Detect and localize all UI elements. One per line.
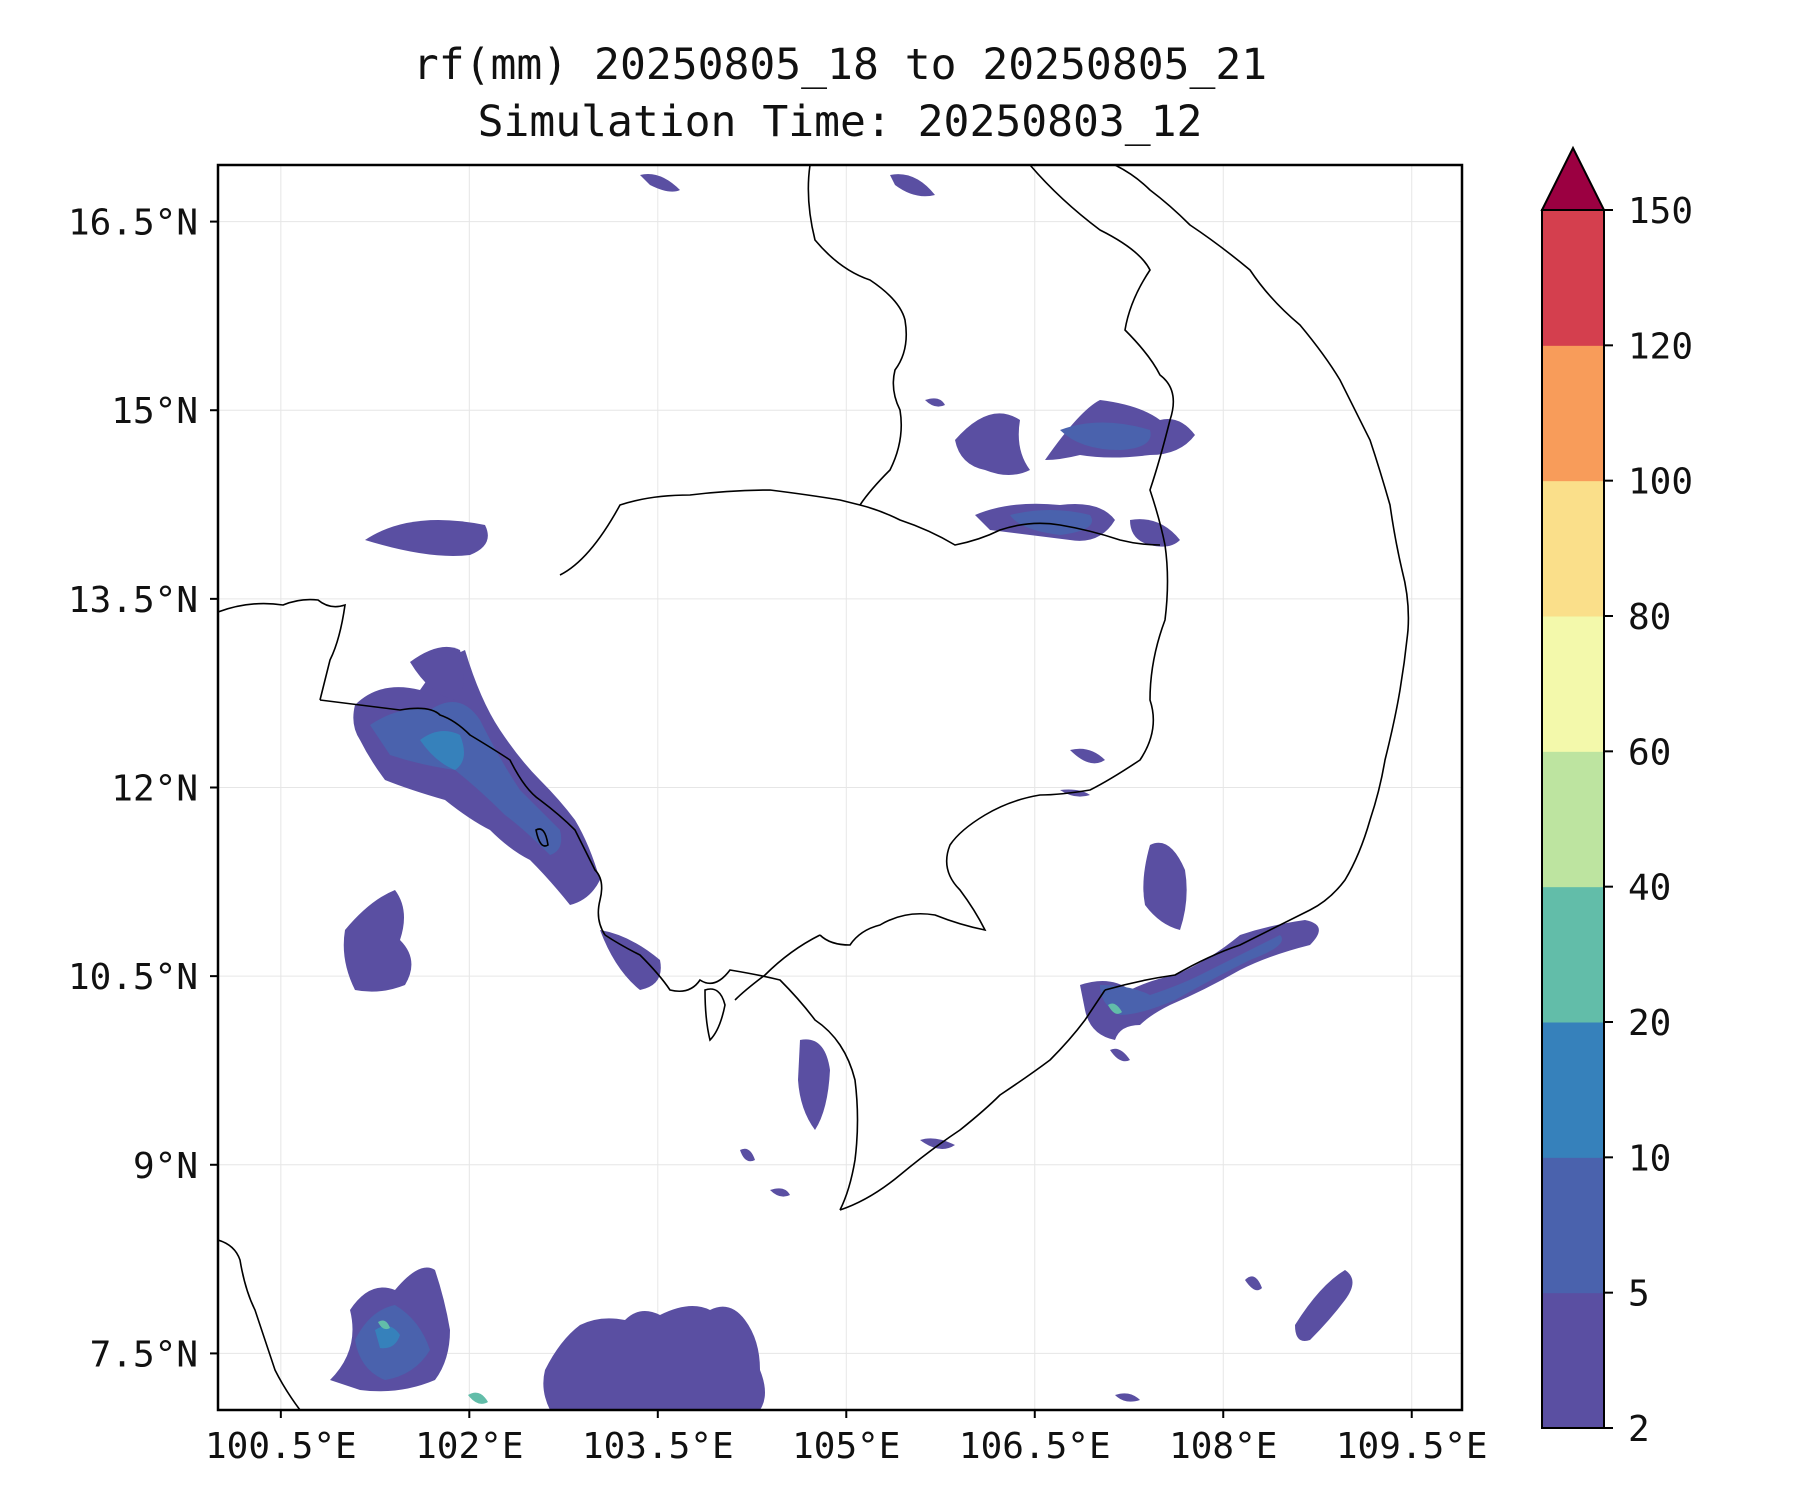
colorbar-extend-arrow (1540, 145, 1606, 211)
rain-region (600, 930, 661, 990)
coastlines-and-borders (218, 165, 1410, 1410)
title-line-2: Simulation Time: 20250803_12 (477, 97, 1203, 147)
colorbar-tick-label: 40 (1628, 868, 1671, 909)
coast-malay-peninsula (218, 1239, 301, 1410)
x-tick-label: 106.5°E (959, 1426, 1111, 1467)
coastline-mekong-delta (839, 989, 1106, 1211)
y-tick-label: 10.5°N (68, 957, 198, 998)
y-tick-label: 12°N (111, 769, 198, 810)
rain-region (420, 731, 464, 770)
y-tick-label: 15°N (111, 391, 198, 432)
coastline-east (1104, 165, 1410, 991)
x-tick-label: 109.5°E (1336, 1426, 1488, 1467)
rain-region (1295, 1270, 1353, 1341)
rain-region (1130, 519, 1180, 547)
colorbar-tick-label: 80 (1628, 597, 1671, 638)
rain-region (1108, 1003, 1122, 1014)
rain-region (740, 1148, 755, 1162)
x-tick-label: 102°E (415, 1426, 523, 1467)
rain-region (370, 702, 562, 855)
colorbar-segment (1542, 1292, 1604, 1429)
rain-region (410, 646, 464, 700)
x-tick-label: 103.5°E (582, 1426, 734, 1467)
rain-region (925, 398, 945, 407)
rain-region (1060, 422, 1151, 450)
y-tick-label: 13.5°N (68, 580, 198, 621)
colorbar-tick-label: 5 (1628, 1274, 1650, 1315)
rain-region (1010, 510, 1092, 535)
colorbar-tick-label: 60 (1628, 732, 1671, 773)
rain-region (640, 174, 680, 192)
rain-region (365, 520, 488, 556)
y-tick-label: 9°N (133, 1146, 198, 1187)
border-laos-cambodia (807, 165, 908, 506)
colorbar: 2 5 10 20 40 60 80 100 120 150 (1540, 145, 1693, 1450)
colorbar-frame (1541, 209, 1605, 1429)
rain-region (798, 1039, 830, 1130)
axes-ticks: 100.5°E 102°E 103.5°E 105°E 106.5°E 108°E 109.… (68, 203, 1488, 1467)
rain-region (543, 1306, 765, 1410)
rain-region (1100, 935, 1282, 1015)
island-outline (535, 828, 549, 847)
colorbar-segment (1542, 345, 1604, 482)
title-line-1: rf(mm) 20250805_18 to 20250805_21 (412, 40, 1268, 90)
colorbar-tick-label: 120 (1628, 326, 1693, 367)
gridlines (218, 165, 1462, 1410)
colorbar-segment (1542, 616, 1604, 752)
rain-region (1143, 842, 1187, 930)
y-tick-label: 7.5°N (90, 1334, 198, 1375)
rain-region (468, 1392, 488, 1404)
colorbar-segment (1542, 210, 1604, 346)
colorbar-segment (1542, 751, 1604, 888)
coastline-west (218, 598, 346, 701)
island-outline (704, 988, 726, 1042)
colorbar-tick-label: 150 (1628, 191, 1693, 232)
colorbar-tick-label: 2 (1628, 1409, 1650, 1450)
border-thai-cambodia (319, 699, 606, 936)
colorbar-segment (1542, 886, 1604, 1023)
rain-region (920, 1138, 955, 1149)
border-cambodia-south (734, 934, 821, 1001)
coastline-gulf (604, 934, 859, 1211)
colorbar-segment (1542, 1157, 1604, 1294)
border-cambodia-north (559, 489, 1161, 576)
rain-region (1110, 1048, 1130, 1062)
rainfall-layer (330, 174, 1353, 1410)
rain-region (378, 1320, 390, 1330)
x-tick-label: 100.5°E (205, 1426, 357, 1467)
rain-region (1115, 1393, 1140, 1402)
rain-region (1070, 748, 1105, 764)
colorbar-segment (1542, 480, 1604, 617)
map-panel: 100.5°E 102°E 103.5°E 105°E 106.5°E 108°E 109.… (68, 163, 1488, 1467)
x-tick-label: 105°E (792, 1426, 900, 1467)
rain-region (1245, 1276, 1262, 1291)
colorbar-segment (1542, 1022, 1604, 1158)
colorbar-tick-label: 10 (1628, 1138, 1671, 1179)
y-tick-label: 16.5°N (68, 203, 198, 244)
rain-region (1060, 789, 1090, 797)
colorbar-tick-label: 20 (1628, 1003, 1671, 1044)
x-tick-label: 108°E (1169, 1426, 1277, 1467)
rain-region (770, 1188, 790, 1197)
colorbar-tick-label: 100 (1628, 462, 1693, 503)
rain-region (375, 1326, 400, 1349)
border-vietnam-laos (1029, 165, 1175, 546)
rain-region (955, 413, 1030, 475)
border-cambodia-vietnam (819, 544, 1169, 946)
rain-region (343, 890, 412, 992)
rain-region (890, 174, 935, 197)
